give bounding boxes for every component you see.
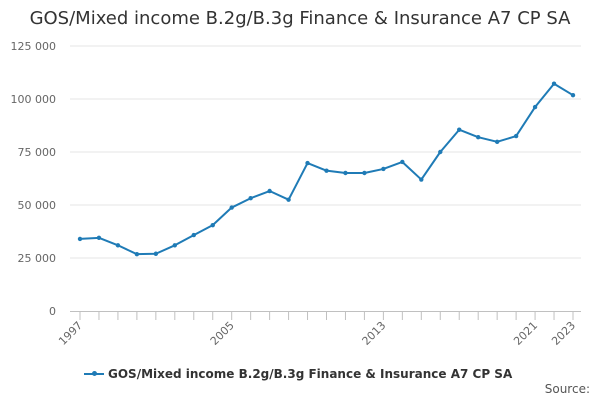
data-point[interactable] [191, 232, 196, 238]
chart-title: GOS/Mixed income B.2g/B.3g Finance & Ins… [29, 8, 571, 29]
x-tick-label: 1997 [56, 319, 85, 348]
data-point[interactable] [570, 92, 576, 98]
x-axis: 1997 2005 2013 2021 2023 [56, 311, 581, 348]
y-tick-label: 75 000 [18, 146, 57, 159]
data-point[interactable] [343, 170, 348, 176]
data-point[interactable] [551, 81, 557, 86]
x-tick-label: 2021 [511, 319, 540, 348]
data-point[interactable] [381, 166, 386, 172]
data-point[interactable] [362, 170, 367, 176]
data-point[interactable] [475, 134, 481, 140]
data-point[interactable] [210, 222, 215, 228]
data-point[interactable] [532, 104, 538, 110]
data-point[interactable] [248, 196, 253, 201]
y-tick-label: 0 [49, 305, 56, 318]
legend-label: GOS/Mixed income B.2g/B.3g Finance & Ins… [108, 367, 513, 381]
data-point[interactable] [419, 177, 424, 182]
data-point[interactable] [115, 243, 121, 248]
data-point[interactable] [494, 139, 500, 145]
data-point[interactable] [77, 236, 83, 242]
x-tick-label: 2023 [549, 319, 578, 348]
data-point[interactable] [305, 160, 310, 166]
data-point[interactable] [134, 251, 140, 257]
data-point[interactable] [457, 127, 462, 132]
data-point[interactable] [229, 205, 234, 210]
data-point[interactable] [153, 251, 159, 256]
y-tick-label: 125 000 [11, 40, 57, 53]
x-tick-label: 2013 [360, 319, 389, 348]
legend[interactable]: GOS/Mixed income B.2g/B.3g Finance & Ins… [84, 366, 512, 382]
data-point[interactable] [513, 133, 519, 139]
data-point[interactable] [438, 149, 443, 155]
data-point[interactable] [172, 243, 178, 248]
data-point[interactable] [286, 197, 291, 202]
legend-swatch [84, 366, 104, 382]
data-point[interactable] [400, 159, 405, 165]
y-axis-tick-labels: 0 25 000 50 000 75 000 100 000 125 000 [11, 40, 57, 318]
gridlines [70, 45, 581, 259]
y-tick-label: 50 000 [18, 199, 57, 212]
source-label: Source: [544, 382, 590, 396]
y-tick-label: 25 000 [18, 252, 57, 265]
y-tick-label: 100 000 [11, 93, 57, 106]
x-tick-label: 2005 [208, 319, 237, 348]
data-point[interactable] [96, 235, 102, 241]
data-point[interactable] [267, 188, 272, 194]
series-layer [77, 81, 576, 257]
data-point[interactable] [324, 168, 329, 173]
